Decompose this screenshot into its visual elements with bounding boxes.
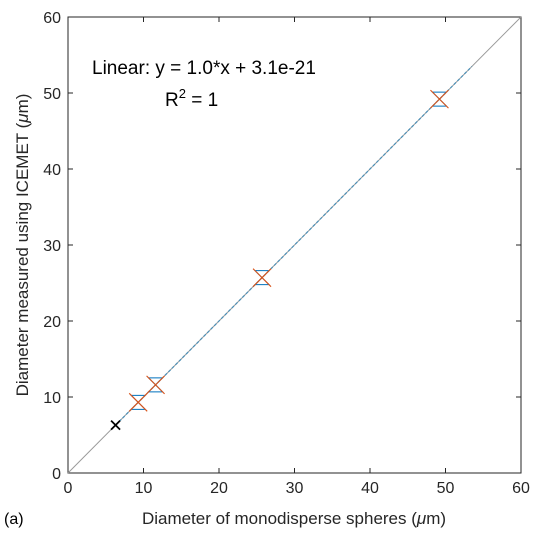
panel-label: (a) [4,511,24,528]
x-axis-label-main: Diameter of monodisperse spheres ( [142,509,417,528]
data-point-x [252,268,272,288]
fit-equation-annotation: Linear: y = 1.0*x + 3.1e-21 [92,58,316,79]
y-tick-label: 0 [52,466,61,483]
data-point-x [128,392,148,412]
r-squared-annotation: R2 = 1 [165,86,218,111]
r-squared-prefix: R [165,90,179,111]
ticks-group: 0 10 20 30 40 50 60 0 10 20 30 40 50 60 [43,10,530,497]
y-tick-label: 30 [43,238,61,255]
y-tick-label: 60 [43,10,61,27]
x-tick-label: 20 [210,480,228,497]
y-tick-label: 50 [43,86,61,103]
y-tick-label: 10 [43,390,61,407]
y-tick-label: 20 [43,314,61,331]
y-tick-label: 40 [43,162,61,179]
x-tick-label: 40 [361,480,379,497]
y-axis-label-unit: m) [13,94,32,114]
y-axis-label-greek: μ [13,113,32,124]
marks-group [110,89,449,431]
x-axis-label: Diameter of monodisperse spheres (μm) [142,509,446,528]
x-tick-label: 30 [286,480,304,497]
r-squared-superscript: 2 [179,86,186,101]
data-point-x [146,375,165,395]
data-point-x [430,89,449,109]
data-point-x [110,419,121,431]
r-squared-suffix: = 1 [186,90,218,111]
y-axis-label-main: Diameter measured using ICEMET ( [13,122,32,396]
linear-fit-line [115,65,473,426]
x-tick-label: 50 [437,480,455,497]
x-axis-label-greek: μ [416,509,427,528]
x-tick-label: 60 [512,480,530,497]
x-axis-label-unit: m) [426,509,446,528]
x-tick-label: 10 [135,480,153,497]
y-axis-label: Diameter measured using ICEMET (μm) [13,94,32,397]
x-tick-label: 0 [64,480,73,497]
